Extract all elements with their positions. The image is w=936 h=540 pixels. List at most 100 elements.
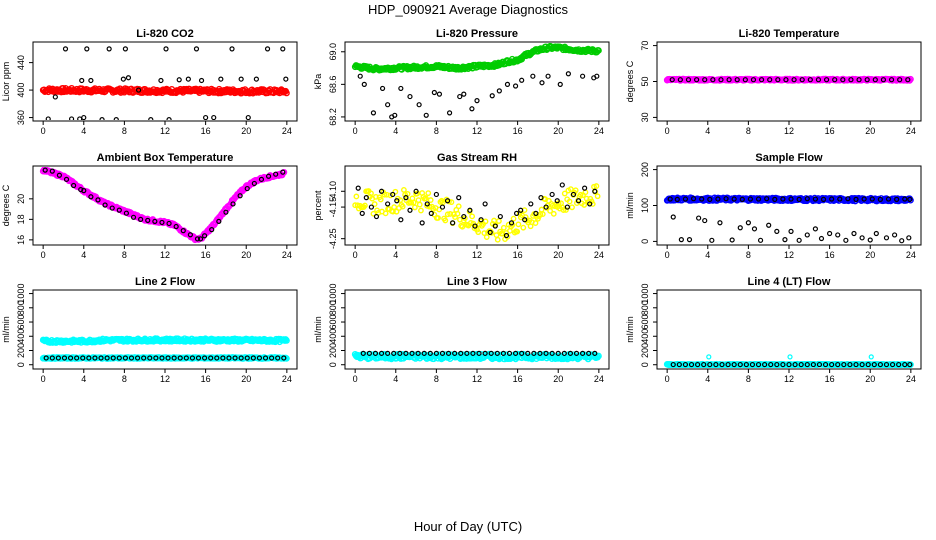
data-point bbox=[757, 237, 764, 243]
data-point bbox=[424, 201, 430, 207]
plot-frame bbox=[656, 41, 922, 122]
series-spikes bbox=[665, 354, 874, 367]
chart-ylabel: ml/min bbox=[625, 192, 635, 219]
x-tick-label: 8 bbox=[122, 250, 127, 260]
series-samples bbox=[360, 350, 598, 356]
x-tick-label: 16 bbox=[513, 250, 523, 260]
data-point bbox=[368, 190, 374, 197]
data-point bbox=[565, 71, 571, 77]
data-point bbox=[361, 81, 367, 87]
data-point bbox=[232, 355, 238, 361]
data-point bbox=[283, 355, 290, 362]
data-point bbox=[871, 361, 877, 368]
data-point bbox=[497, 213, 503, 220]
data-point bbox=[595, 47, 602, 54]
data-point bbox=[427, 350, 433, 356]
data-point bbox=[461, 213, 467, 220]
data-point bbox=[385, 102, 391, 108]
y-tick-label: 100 bbox=[640, 198, 650, 213]
data-point bbox=[223, 209, 229, 215]
data-point bbox=[419, 220, 425, 226]
data-point bbox=[787, 354, 793, 360]
data-point bbox=[166, 220, 172, 227]
y-tick-label: 800 bbox=[640, 300, 650, 315]
data-point bbox=[381, 191, 388, 198]
x-tick-label: 12 bbox=[160, 374, 170, 384]
data-point bbox=[853, 196, 859, 202]
data-point bbox=[594, 193, 601, 200]
data-point bbox=[152, 218, 158, 225]
data-point bbox=[229, 46, 235, 52]
series-samples bbox=[355, 182, 598, 239]
series-avg bbox=[39, 84, 290, 97]
data-point bbox=[81, 114, 87, 120]
data-point bbox=[209, 227, 215, 233]
data-point bbox=[216, 218, 222, 225]
data-point bbox=[670, 361, 676, 368]
data-point bbox=[281, 355, 287, 361]
chart-ylabel: kPa bbox=[313, 74, 323, 90]
y-tick-label: -4.25 bbox=[328, 228, 338, 249]
data-point bbox=[95, 197, 101, 203]
data-point bbox=[859, 361, 865, 368]
data-point bbox=[415, 197, 422, 204]
y-tick-label: 400 bbox=[16, 329, 26, 344]
data-point bbox=[538, 195, 544, 201]
y-tick-label: 1000 bbox=[16, 284, 26, 304]
data-point bbox=[171, 355, 177, 361]
data-point bbox=[445, 350, 452, 356]
data-point bbox=[238, 76, 244, 82]
data-point bbox=[128, 355, 135, 361]
x-tick-label: 0 bbox=[353, 126, 358, 136]
data-point bbox=[864, 77, 870, 83]
data-point bbox=[798, 361, 804, 368]
data-point bbox=[872, 77, 878, 83]
plot-frame bbox=[32, 165, 298, 246]
data-point bbox=[554, 198, 560, 204]
data-point bbox=[589, 201, 596, 207]
data-point bbox=[782, 237, 788, 243]
data-point bbox=[549, 191, 555, 198]
x-tick-label: 0 bbox=[665, 250, 670, 260]
data-point bbox=[81, 188, 87, 194]
data-point bbox=[572, 187, 579, 194]
data-point bbox=[475, 229, 482, 236]
x-tick-label: 8 bbox=[746, 250, 751, 260]
data-point bbox=[506, 227, 513, 234]
data-point bbox=[413, 188, 419, 194]
data-point bbox=[218, 76, 224, 82]
data-point bbox=[902, 361, 908, 368]
data-point bbox=[482, 201, 488, 207]
data-point bbox=[134, 355, 141, 361]
data-point bbox=[49, 355, 55, 361]
x-tick-label: 20 bbox=[865, 126, 875, 136]
data-point bbox=[743, 361, 749, 368]
data-point bbox=[461, 91, 467, 97]
data-point bbox=[883, 361, 890, 368]
data-point bbox=[518, 207, 524, 213]
y-tick-label: 16 bbox=[16, 235, 26, 245]
data-point bbox=[403, 195, 409, 201]
series-samples bbox=[42, 167, 286, 242]
data-point bbox=[67, 355, 74, 361]
y-tick-label: 800 bbox=[328, 300, 338, 315]
data-point bbox=[896, 361, 902, 368]
chart-panel-8: Line 3 Flow ml/min 0 4 8 12 16 20 24 0 20040060080… bbox=[313, 276, 610, 384]
data-point bbox=[843, 237, 849, 243]
data-point bbox=[377, 196, 384, 203]
data-point bbox=[425, 190, 432, 197]
data-point bbox=[478, 217, 484, 223]
data-point bbox=[906, 235, 912, 241]
data-point bbox=[581, 202, 588, 208]
data-point bbox=[865, 361, 871, 368]
data-point bbox=[428, 210, 434, 216]
x-tick-label: 16 bbox=[201, 250, 211, 260]
data-point bbox=[187, 232, 193, 238]
data-point bbox=[125, 75, 132, 81]
data-point bbox=[177, 355, 183, 361]
x-tick-label: 20 bbox=[865, 374, 875, 384]
data-point bbox=[677, 77, 683, 83]
data-point bbox=[783, 77, 789, 83]
data-point bbox=[533, 210, 539, 216]
data-point bbox=[812, 196, 819, 202]
